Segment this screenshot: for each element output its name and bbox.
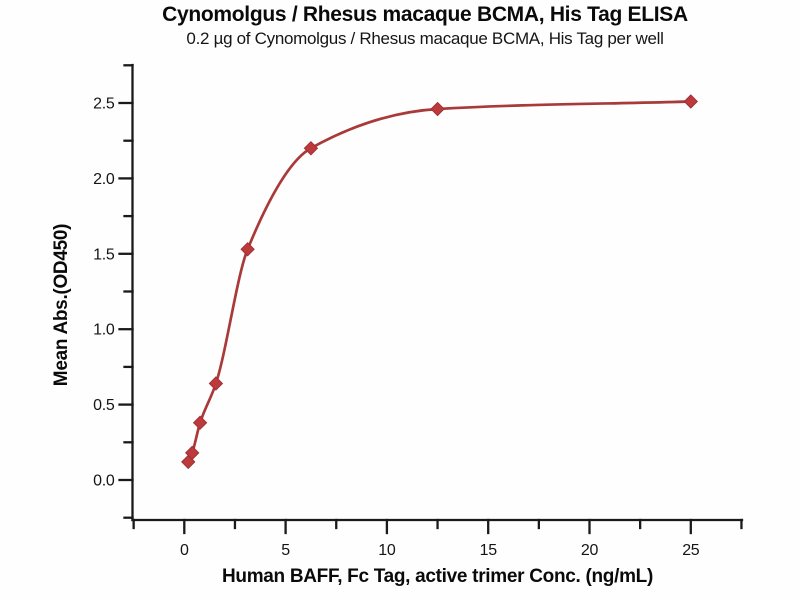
x-tick-label: 20 (581, 542, 599, 559)
x-axis-label: Human BAFF, Fc Tag, active trimer Conc. … (221, 566, 654, 587)
data-point-marker (683, 94, 699, 109)
data-point-marker (184, 445, 200, 461)
data-point-marker (192, 415, 208, 430)
y-tick-label: 0.0 (93, 473, 115, 490)
data-point-marker (430, 101, 445, 117)
fit-curve (186, 100, 693, 464)
data-point-marker (303, 141, 319, 156)
chart-title: Cynomolgus / Rhesus macaque BCMA, His Ta… (162, 3, 688, 26)
x-tick-label: 5 (281, 542, 290, 559)
x-tick-label: 0 (180, 542, 189, 559)
x-tick-label: 25 (682, 542, 700, 559)
y-tick-label: 0.5 (93, 397, 115, 414)
y-tick-label: 1.0 (93, 322, 115, 339)
chart-subtitle: 0.2 µg of Cynomolgus / Rhesus macaque BC… (186, 29, 664, 48)
data-point-marker (181, 454, 196, 470)
data-point-marker (208, 376, 224, 391)
y-tick-label: 1.5 (93, 246, 115, 263)
x-tick-label: 15 (480, 542, 498, 559)
y-tick-label: 2.5 (93, 96, 115, 113)
y-tick-label: 2.0 (93, 171, 115, 188)
data-point-marker (240, 242, 255, 257)
x-tick-label: 10 (378, 542, 396, 559)
